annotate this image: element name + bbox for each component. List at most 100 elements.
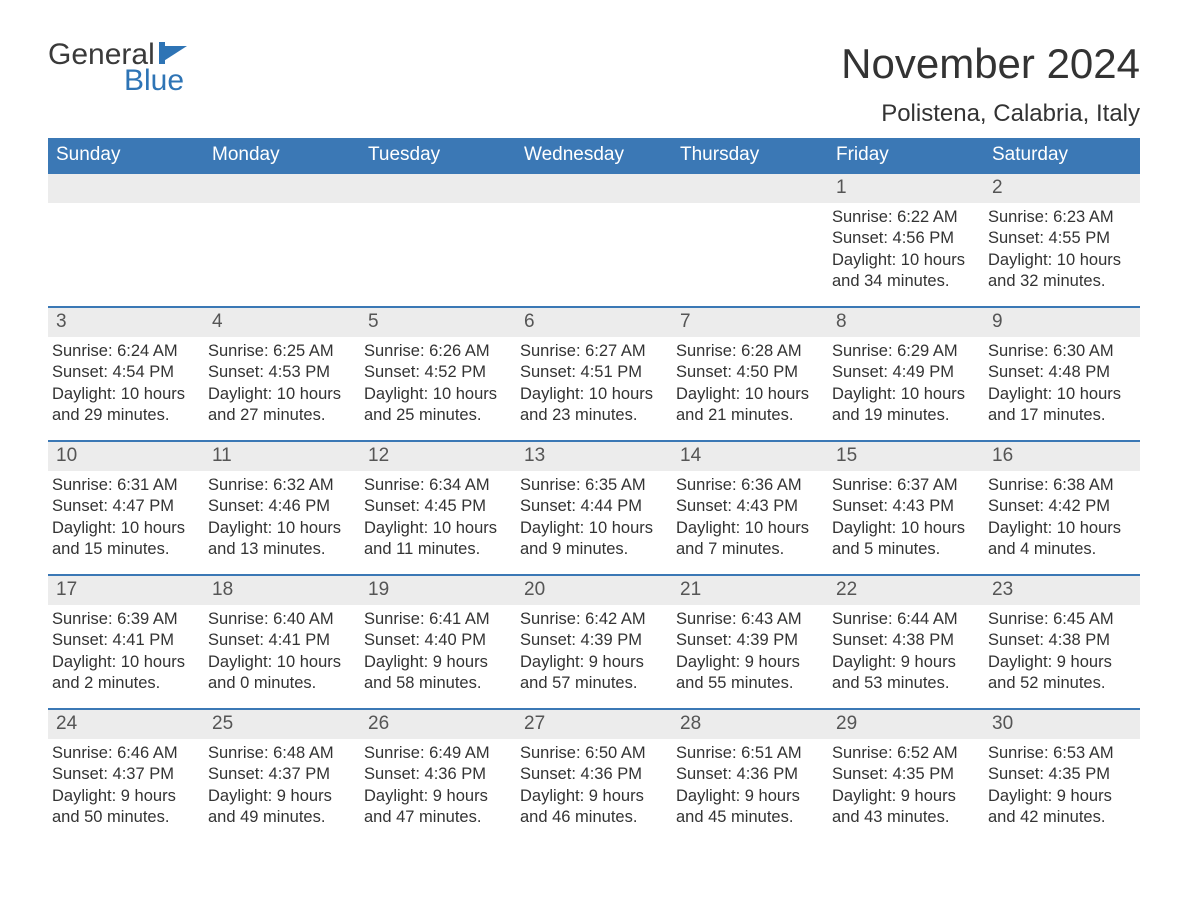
day-cell: 6Sunrise: 6:27 AMSunset: 4:51 PMDaylight…: [516, 308, 672, 440]
header: General Blue November 2024 Polistena, Ca…: [48, 40, 1140, 128]
day-line-ss: Sunset: 4:52 PM: [364, 362, 508, 383]
day-line-sr: Sunrise: 6:23 AM: [988, 207, 1132, 228]
day-line-d1: Daylight: 10 hours: [520, 384, 664, 405]
day-cell: 26Sunrise: 6:49 AMSunset: 4:36 PMDayligh…: [360, 710, 516, 842]
day-line-d2: and 4 minutes.: [988, 539, 1132, 560]
day-line-d1: Daylight: 10 hours: [208, 652, 352, 673]
day-body: Sunrise: 6:41 AMSunset: 4:40 PMDaylight:…: [360, 605, 516, 697]
day-number: 18: [204, 576, 360, 605]
day-cell: 21Sunrise: 6:43 AMSunset: 4:39 PMDayligh…: [672, 576, 828, 708]
day-number: 26: [360, 710, 516, 739]
day-number: 22: [828, 576, 984, 605]
day-cell: [360, 174, 516, 306]
day-line-d2: and 27 minutes.: [208, 405, 352, 426]
day-line-d2: and 0 minutes.: [208, 673, 352, 694]
day-line-ss: Sunset: 4:48 PM: [988, 362, 1132, 383]
day-number: 28: [672, 710, 828, 739]
day-cell: [516, 174, 672, 306]
day-line-d2: and 19 minutes.: [832, 405, 976, 426]
day-cell: 24Sunrise: 6:46 AMSunset: 4:37 PMDayligh…: [48, 710, 204, 842]
day-line-d1: Daylight: 10 hours: [52, 652, 196, 673]
day-line-d2: and 17 minutes.: [988, 405, 1132, 426]
day-line-d1: Daylight: 10 hours: [52, 384, 196, 405]
day-line-d1: Daylight: 9 hours: [52, 786, 196, 807]
day-line-ss: Sunset: 4:38 PM: [988, 630, 1132, 651]
day-line-d1: Daylight: 10 hours: [832, 250, 976, 271]
day-number: 7: [672, 308, 828, 337]
day-line-d2: and 47 minutes.: [364, 807, 508, 828]
day-number: 10: [48, 442, 204, 471]
day-cell: 1Sunrise: 6:22 AMSunset: 4:56 PMDaylight…: [828, 174, 984, 306]
day-cell: 28Sunrise: 6:51 AMSunset: 4:36 PMDayligh…: [672, 710, 828, 842]
week-row: 10Sunrise: 6:31 AMSunset: 4:47 PMDayligh…: [48, 440, 1140, 574]
location: Polistena, Calabria, Italy: [841, 100, 1140, 128]
day-number: 23: [984, 576, 1140, 605]
day-line-d1: Daylight: 9 hours: [832, 652, 976, 673]
day-number: 8: [828, 308, 984, 337]
day-line-d2: and 7 minutes.: [676, 539, 820, 560]
logo-word-blue: Blue: [48, 66, 187, 96]
day-body: Sunrise: 6:32 AMSunset: 4:46 PMDaylight:…: [204, 471, 360, 563]
day-line-d2: and 2 minutes.: [52, 673, 196, 694]
day-line-ss: Sunset: 4:36 PM: [520, 764, 664, 785]
day-line-ss: Sunset: 4:54 PM: [52, 362, 196, 383]
day-body: Sunrise: 6:52 AMSunset: 4:35 PMDaylight:…: [828, 739, 984, 831]
day-line-d1: Daylight: 10 hours: [52, 518, 196, 539]
day-line-d2: and 45 minutes.: [676, 807, 820, 828]
day-line-d1: Daylight: 9 hours: [364, 786, 508, 807]
weekday-header: Wednesday: [516, 138, 672, 172]
week-row: 17Sunrise: 6:39 AMSunset: 4:41 PMDayligh…: [48, 574, 1140, 708]
weekday-header: Sunday: [48, 138, 204, 172]
day-line-ss: Sunset: 4:43 PM: [832, 496, 976, 517]
day-line-ss: Sunset: 4:46 PM: [208, 496, 352, 517]
day-line-d2: and 55 minutes.: [676, 673, 820, 694]
day-number: 15: [828, 442, 984, 471]
day-line-d2: and 46 minutes.: [520, 807, 664, 828]
day-line-d2: and 52 minutes.: [988, 673, 1132, 694]
day-line-d1: Daylight: 10 hours: [520, 518, 664, 539]
week-row: 24Sunrise: 6:46 AMSunset: 4:37 PMDayligh…: [48, 708, 1140, 842]
day-body: Sunrise: 6:29 AMSunset: 4:49 PMDaylight:…: [828, 337, 984, 429]
day-line-d1: Daylight: 10 hours: [832, 384, 976, 405]
day-line-d2: and 21 minutes.: [676, 405, 820, 426]
day-body: Sunrise: 6:28 AMSunset: 4:50 PMDaylight:…: [672, 337, 828, 429]
day-number: 11: [204, 442, 360, 471]
day-number: 21: [672, 576, 828, 605]
day-cell: 8Sunrise: 6:29 AMSunset: 4:49 PMDaylight…: [828, 308, 984, 440]
weekday-header: Tuesday: [360, 138, 516, 172]
day-number: 9: [984, 308, 1140, 337]
day-number: 4: [204, 308, 360, 337]
day-body: Sunrise: 6:27 AMSunset: 4:51 PMDaylight:…: [516, 337, 672, 429]
day-cell: 17Sunrise: 6:39 AMSunset: 4:41 PMDayligh…: [48, 576, 204, 708]
day-number: 27: [516, 710, 672, 739]
day-line-d1: Daylight: 9 hours: [520, 786, 664, 807]
day-body: Sunrise: 6:30 AMSunset: 4:48 PMDaylight:…: [984, 337, 1140, 429]
day-line-sr: Sunrise: 6:51 AM: [676, 743, 820, 764]
day-line-d1: Daylight: 9 hours: [520, 652, 664, 673]
day-line-ss: Sunset: 4:38 PM: [832, 630, 976, 651]
day-number: 25: [204, 710, 360, 739]
day-number: 16: [984, 442, 1140, 471]
day-line-d2: and 57 minutes.: [520, 673, 664, 694]
day-line-sr: Sunrise: 6:31 AM: [52, 475, 196, 496]
day-line-sr: Sunrise: 6:28 AM: [676, 341, 820, 362]
day-line-d1: Daylight: 10 hours: [208, 384, 352, 405]
day-line-sr: Sunrise: 6:29 AM: [832, 341, 976, 362]
day-line-d2: and 42 minutes.: [988, 807, 1132, 828]
day-line-ss: Sunset: 4:49 PM: [832, 362, 976, 383]
day-body: Sunrise: 6:43 AMSunset: 4:39 PMDaylight:…: [672, 605, 828, 697]
day-line-d2: and 23 minutes.: [520, 405, 664, 426]
day-line-d2: and 13 minutes.: [208, 539, 352, 560]
logo: General Blue: [48, 40, 187, 96]
day-line-d1: Daylight: 10 hours: [832, 518, 976, 539]
day-line-sr: Sunrise: 6:48 AM: [208, 743, 352, 764]
day-body: Sunrise: 6:39 AMSunset: 4:41 PMDaylight:…: [48, 605, 204, 697]
day-number: 12: [360, 442, 516, 471]
day-number: [204, 174, 360, 203]
day-number: 3: [48, 308, 204, 337]
day-cell: 12Sunrise: 6:34 AMSunset: 4:45 PMDayligh…: [360, 442, 516, 574]
day-line-sr: Sunrise: 6:52 AM: [832, 743, 976, 764]
day-line-d1: Daylight: 9 hours: [676, 652, 820, 673]
day-body: Sunrise: 6:25 AMSunset: 4:53 PMDaylight:…: [204, 337, 360, 429]
day-line-ss: Sunset: 4:37 PM: [52, 764, 196, 785]
